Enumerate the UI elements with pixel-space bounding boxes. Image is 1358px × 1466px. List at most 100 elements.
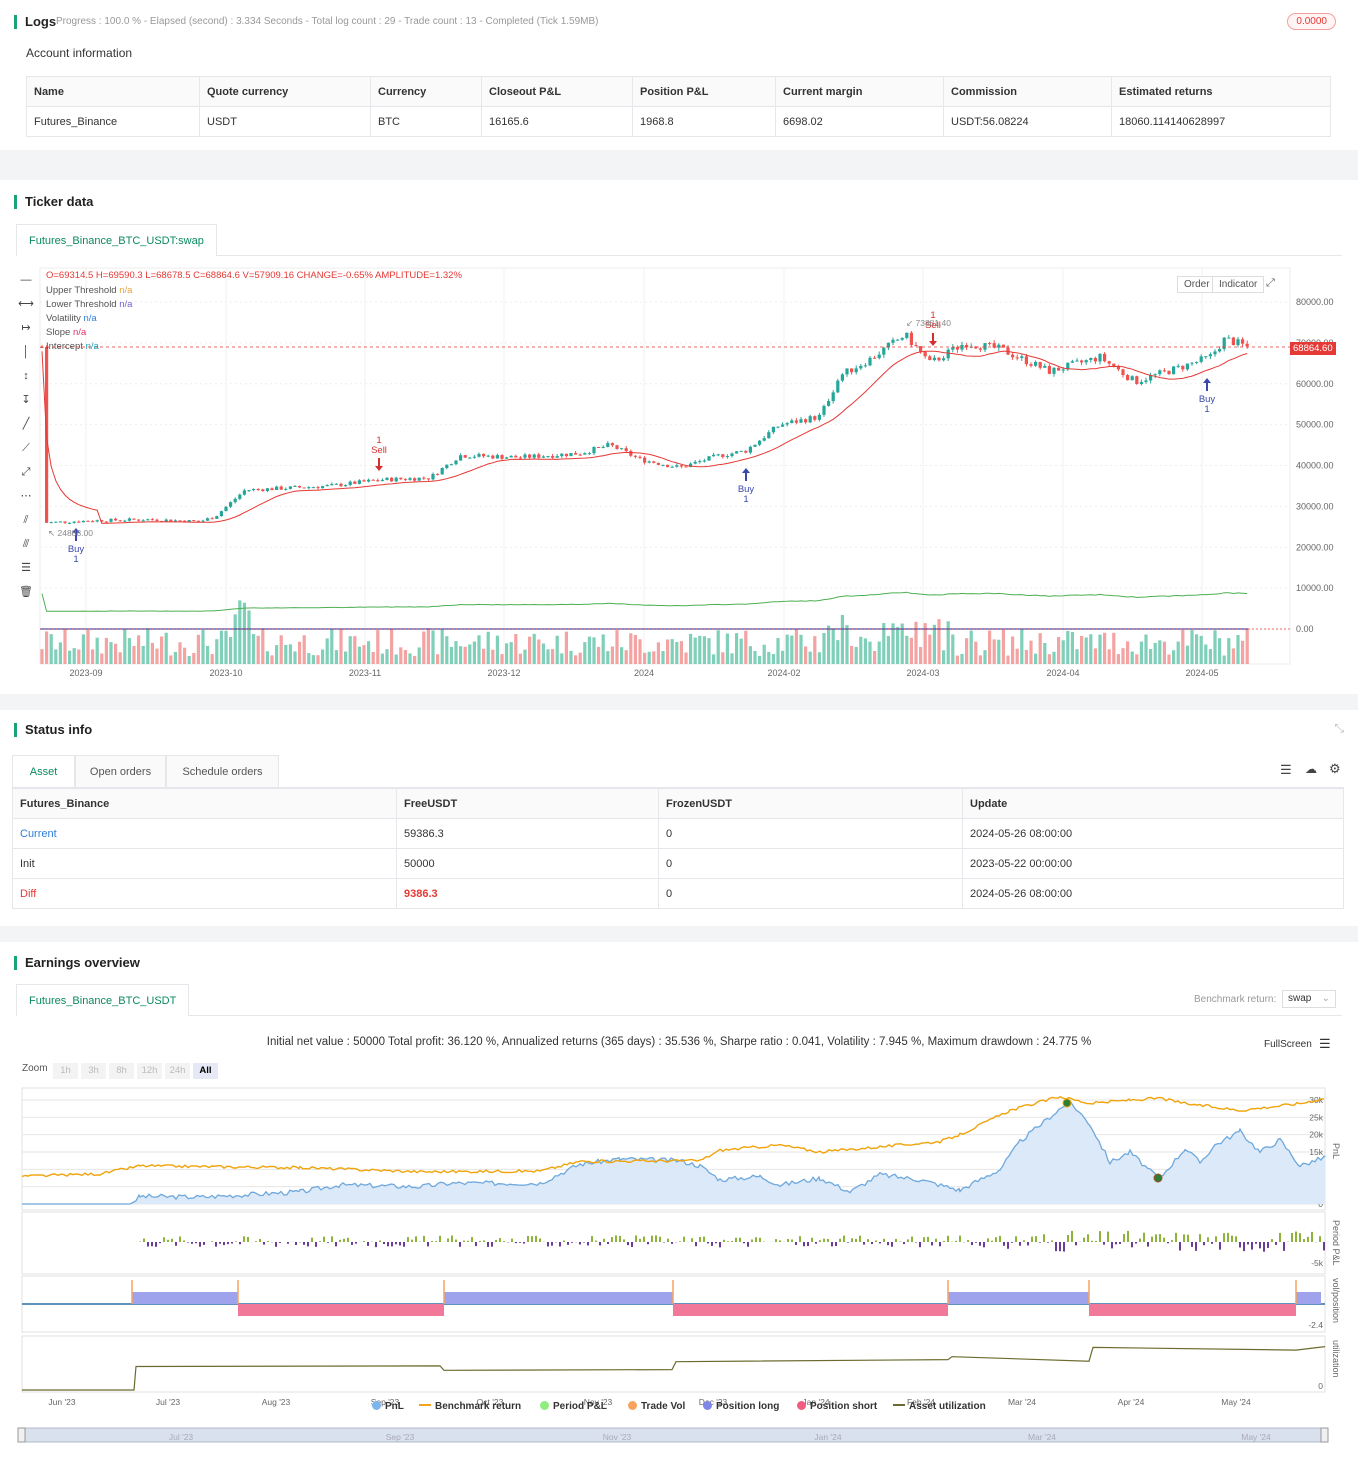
parallel-channel-icon[interactable]: ⫽ xyxy=(23,514,29,526)
candle-body xyxy=(1213,351,1217,355)
period-bar xyxy=(1063,1242,1065,1252)
volume-bar xyxy=(54,649,58,664)
period-bar xyxy=(703,1236,705,1242)
candle-body xyxy=(123,520,127,522)
legend-item[interactable]: Period P&L xyxy=(540,1401,607,1412)
account-row: Futures_Binance USDT BTC 16165.6 1968.8 … xyxy=(26,106,1331,137)
x-tick-label: Dec '23 xyxy=(699,1397,728,1407)
fullscreen-icon[interactable]: ⤢ xyxy=(1266,277,1275,289)
volume-bar xyxy=(900,623,904,664)
period-bar xyxy=(971,1242,973,1246)
fib-icon[interactable]: ⫻ xyxy=(22,538,30,550)
volume-bar xyxy=(974,641,978,664)
fullscreen-button[interactable]: FullScreen xyxy=(1264,1039,1312,1050)
vertical-ray-icon[interactable]: ↧ xyxy=(21,394,31,406)
volume-bar xyxy=(716,630,720,664)
zoom-option-24h[interactable]: 24h xyxy=(165,1063,190,1079)
tab-open-orders[interactable]: Open orders xyxy=(75,755,166,787)
candlestick-chart[interactable]: 80000.0070000.0060000.0050000.0040000.00… xyxy=(0,180,1358,694)
zoom-option-8h[interactable]: 8h xyxy=(109,1063,134,1079)
period-bar xyxy=(719,1242,721,1248)
volume-bar xyxy=(505,643,509,664)
legend-label: Trade Vol xyxy=(641,1401,686,1412)
period-bar xyxy=(919,1242,921,1248)
candle-body xyxy=(528,454,532,458)
cloud-download-icon[interactable]: ☁ xyxy=(1305,762,1317,776)
volume-bar xyxy=(1172,650,1176,664)
volume-bar xyxy=(785,634,789,664)
horizontal-ray-icon[interactable]: ↦ xyxy=(21,322,31,334)
volume-bar xyxy=(1153,642,1157,664)
period-bar xyxy=(1191,1242,1193,1247)
period-bar xyxy=(1319,1236,1321,1242)
order-button[interactable]: Order xyxy=(1177,276,1217,293)
volume-bar xyxy=(146,628,150,664)
list-icon[interactable]: ☰ xyxy=(1280,762,1292,777)
x-tick-label: Nov '23 xyxy=(584,1397,613,1407)
extended-line-icon[interactable]: ⤢ xyxy=(21,466,31,478)
period-bar xyxy=(839,1238,841,1242)
tab-schedule-orders[interactable]: Schedule orders xyxy=(166,755,279,787)
legend-item[interactable]: PnL xyxy=(372,1401,404,1412)
x-tick-label: 2024-05 xyxy=(1185,668,1218,678)
period-bar xyxy=(1211,1242,1213,1244)
x-tick-label: 2024 xyxy=(634,668,654,678)
legend-item[interactable]: Trade Vol xyxy=(628,1401,685,1412)
candle-body xyxy=(905,332,909,338)
grid-lines-icon[interactable]: ☰ xyxy=(21,562,31,574)
tab-ticker-symbol[interactable]: Futures_Binance_BTC_USDT:swap xyxy=(16,224,217,256)
volume-bar xyxy=(1227,638,1231,664)
menu-icon[interactable]: ☰ xyxy=(1319,1036,1331,1051)
candle-body xyxy=(238,494,242,499)
period-bar xyxy=(235,1241,237,1242)
row-label-current[interactable]: Current xyxy=(12,818,397,849)
zoom-option-All[interactable]: All xyxy=(193,1063,218,1079)
period-bar xyxy=(475,1242,477,1247)
collapse-icon[interactable]: ⤡ xyxy=(1334,721,1344,735)
candle-body xyxy=(284,488,288,490)
volume-bar xyxy=(201,629,205,664)
legend-item[interactable]: Benchmark return xyxy=(419,1401,521,1412)
zoom-option-3h[interactable]: 3h xyxy=(81,1063,106,1079)
trend-line-icon[interactable]: ╱ xyxy=(22,418,30,430)
trash-icon[interactable]: 🗑 xyxy=(19,586,33,598)
legend-item[interactable]: Position short xyxy=(797,1401,877,1412)
crosshair-icon[interactable]: — xyxy=(20,274,32,286)
period-bar xyxy=(843,1235,845,1242)
y-tick-label: 30000.00 xyxy=(1296,501,1334,511)
legend-item[interactable]: Asset utilization xyxy=(893,1401,986,1412)
period-bar xyxy=(495,1239,497,1242)
tab-asset[interactable]: Asset xyxy=(12,755,75,787)
vertical-line-icon[interactable]: │ xyxy=(22,346,30,358)
indicator-button[interactable]: Indicator xyxy=(1212,276,1265,293)
candle-body xyxy=(104,521,108,523)
volume-bar xyxy=(1057,636,1061,664)
candle-body xyxy=(1112,363,1116,367)
volume-bar xyxy=(321,649,325,664)
tab-earnings-symbol[interactable]: Futures_Binance_BTC_USDT xyxy=(16,984,190,1016)
candle-body xyxy=(371,479,375,481)
period-bar xyxy=(483,1240,485,1242)
account-cell: 6698.02 xyxy=(775,106,944,137)
price-line-icon[interactable]: ⋯ xyxy=(20,490,32,502)
vertical-segment-icon[interactable]: ↕ xyxy=(23,370,29,382)
zoom-option-12h[interactable]: 12h xyxy=(137,1063,162,1079)
benchmark-select[interactable]: swap ⌄ xyxy=(1282,990,1336,1008)
volume-bar xyxy=(679,641,683,664)
volume-bar xyxy=(790,635,794,664)
ray-line-icon[interactable]: ⟋ xyxy=(22,442,30,454)
volume-bar xyxy=(459,646,463,664)
horizontal-line-icon[interactable]: ⟷ xyxy=(18,298,34,310)
gear-icon[interactable]: ⚙ xyxy=(1329,761,1341,776)
volume-bar xyxy=(1241,640,1245,664)
period-bar xyxy=(1127,1230,1129,1242)
period-bar xyxy=(1071,1230,1073,1242)
volume-bar xyxy=(781,650,785,664)
legend-item[interactable]: Position long xyxy=(703,1401,779,1412)
zoom-option-1h[interactable]: 1h xyxy=(53,1063,78,1079)
volume-bar xyxy=(118,652,122,664)
y-tick-label: 40000.00 xyxy=(1296,461,1334,471)
volume-bar xyxy=(104,637,108,664)
period-bar xyxy=(1183,1234,1185,1242)
